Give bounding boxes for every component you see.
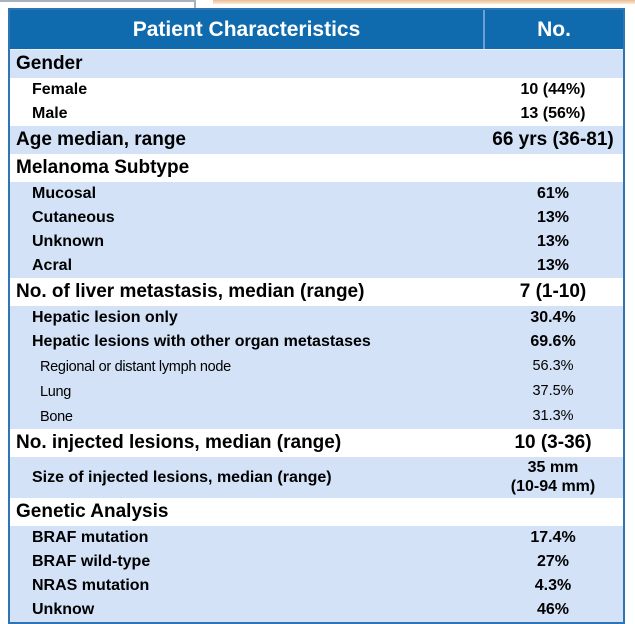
row-label: No. injected lesions, median (range) — [16, 432, 342, 453]
row-label: Acral — [32, 257, 73, 274]
row-label: BRAF mutation — [32, 529, 149, 546]
row-label: Hepatic lesions with other organ metasta… — [32, 333, 371, 350]
row-label: Lung — [40, 383, 72, 400]
row-value: 10 (3-36) — [514, 431, 592, 453]
row-value: 30.4% — [530, 308, 576, 326]
row-label: Cutaneous — [32, 209, 115, 226]
table-row: Hepatic lesions with other organ metasta… — [10, 330, 623, 354]
row-value: 13% — [536, 256, 570, 274]
table-row: Female 10 (44%) — [10, 78, 623, 102]
table-row: Hepatic lesion only 30.4% — [10, 306, 623, 330]
header-no: No. — [483, 10, 623, 49]
table-row: BRAF wild-type 27% — [10, 550, 623, 574]
row-value: 10 (44%) — [520, 80, 586, 98]
row-label: Female — [32, 81, 88, 98]
table-row: Regional or distant lymph node 56.3% — [10, 354, 623, 379]
table-row: Mucosal 61% — [10, 182, 623, 206]
table-row: Genetic Analysis — [10, 498, 623, 526]
table-row: No. injected lesions, median (range) 10 … — [10, 429, 623, 457]
row-label: Male — [32, 105, 68, 122]
row-label: Age median, range — [16, 129, 186, 150]
row-value: 56.3% — [532, 357, 574, 374]
row-label: Regional or distant lymph node — [40, 358, 231, 375]
row-label: No. of liver metastasis, median (range) — [16, 281, 365, 302]
table-row: BRAF mutation 17.4% — [10, 526, 623, 550]
row-value: 37.5% — [532, 382, 574, 399]
row-value: 13 (56%) — [520, 104, 586, 122]
table-row: Size of injected lesions, median (range)… — [10, 457, 623, 498]
table-header-row: Patient Characteristics No. — [10, 10, 623, 50]
table-row: Age median, range 66 yrs (36-81) — [10, 126, 623, 154]
patient-characteristics-table: Patient Characteristics No. Gender Femal… — [8, 8, 625, 624]
table-row: Cutaneous 13% — [10, 206, 623, 230]
row-label: Melanoma Subtype — [16, 157, 190, 178]
table-row: Unknow 46% — [10, 598, 623, 622]
table-row: Lung 37.5% — [10, 379, 623, 404]
row-value: 4.3% — [534, 576, 572, 594]
row-label: NRAS mutation — [32, 577, 150, 594]
row-value: 17.4% — [530, 528, 576, 546]
row-value: 66 yrs (36-81) — [492, 128, 614, 150]
table-row: No. of liver metastasis, median (range) … — [10, 278, 623, 306]
table-row: Unknown 13% — [10, 230, 623, 254]
header-characteristics: Patient Characteristics — [132, 17, 361, 41]
table-row: Bone 31.3% — [10, 404, 623, 429]
row-label: BRAF wild-type — [32, 553, 151, 570]
row-value: 69.6% — [530, 332, 576, 350]
row-value: 31.3% — [532, 407, 574, 424]
row-label: Mucosal — [32, 185, 97, 202]
row-value: 13% — [536, 232, 570, 250]
slide-textbox-remnant — [0, 0, 196, 8]
table-row: Gender — [10, 50, 623, 78]
row-label: Gender — [16, 53, 83, 74]
row-label: Hepatic lesion only — [32, 309, 178, 326]
row-value: 46% — [536, 600, 570, 618]
row-label: Size of injected lesions, median (range) — [32, 468, 332, 486]
row-value: 13% — [536, 208, 570, 226]
slide-accent-strip — [213, 0, 635, 4]
row-value: 27% — [536, 552, 570, 570]
row-label: Unknown — [32, 233, 104, 250]
table-row: Male 13 (56%) — [10, 102, 623, 126]
row-label: Genetic Analysis — [16, 501, 169, 522]
row-label: Bone — [40, 408, 73, 425]
table-row: Acral 13% — [10, 254, 623, 278]
row-label: Unknow — [32, 601, 95, 618]
table-row: NRAS mutation 4.3% — [10, 574, 623, 598]
row-value: 61% — [536, 184, 570, 202]
row-value: 7 (1-10) — [519, 280, 587, 302]
row-value: 35 mm (10-94 mm) — [510, 458, 596, 495]
table-row: Melanoma Subtype — [10, 154, 623, 182]
table-body: Gender Female 10 (44%) Male 13 (56%) Age… — [10, 50, 623, 622]
